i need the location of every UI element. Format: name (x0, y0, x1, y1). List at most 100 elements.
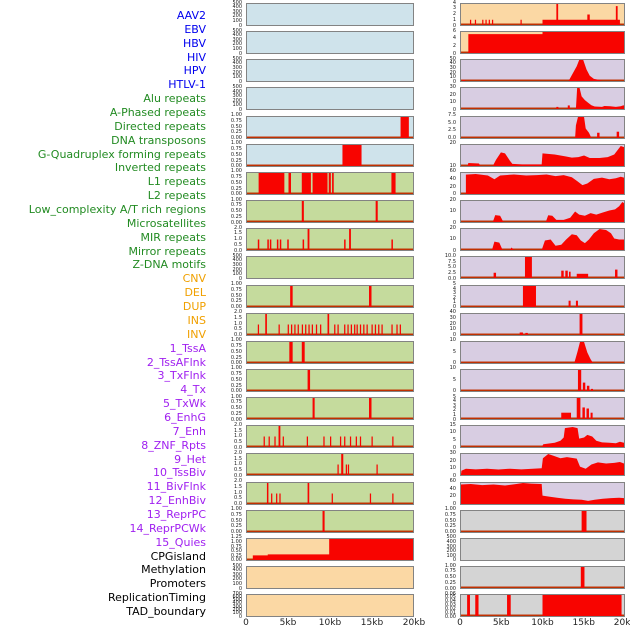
y-axis-DEL: 500 400 300 200 100 0 (220, 563, 244, 591)
y-tick-label: 400 (232, 60, 242, 67)
x-axis-tick-label: 0 (243, 618, 249, 628)
track-data-svg (461, 229, 624, 251)
y-tick-label: 30 (449, 449, 456, 456)
track-plot-2_TssAFlnk (460, 87, 625, 111)
track-plot-CNV (246, 537, 414, 561)
track-label-DUP: DUP (182, 300, 206, 314)
y-tick-label: 0.00 (444, 529, 456, 536)
y-tick-label: 0 (452, 360, 456, 367)
track-plot-TAD_boundary (460, 594, 625, 618)
track-data-svg (247, 60, 413, 81)
track-data-svg (247, 510, 413, 532)
y-tick-label: 10 (449, 337, 456, 344)
y-tick-label: 300 (232, 571, 242, 578)
track-label-CNV: CNV (182, 272, 206, 286)
track-plot-Mirror repeats (246, 481, 414, 505)
y-tick-label: 0 (238, 22, 242, 29)
y-tick-label: 0.25 (230, 157, 242, 164)
y-tick-label: 0.01 (444, 609, 456, 616)
y-tick-label: 0 (238, 106, 242, 113)
track-data-svg (247, 257, 413, 278)
y-tick-label: 0 (452, 388, 456, 395)
y-tick-label: 1.00 (230, 196, 242, 203)
track-data-svg (461, 202, 624, 223)
y-tick-label: 0.50 (444, 517, 456, 524)
y-tick-label: 1.00 (444, 506, 456, 513)
track-data-svg (461, 173, 624, 194)
x-axis-tick-label: 0 (457, 618, 463, 628)
y-tick-label: 0 (452, 472, 456, 479)
y-tick-label: 0.0 (234, 444, 242, 451)
y-axis-6_EnhG: 20 10 0 (434, 197, 458, 225)
y-tick-label: 0.5 (234, 326, 242, 333)
y-tick-label: 0.75 (230, 399, 242, 406)
y-axis-L2 repeats: 1.00 0.75 0.50 0.25 0.00 (220, 365, 244, 395)
track-label-INV: INV (187, 327, 206, 341)
y-axis-Alu repeats: 1.00 0.75 0.50 0.25 0.00 (220, 169, 244, 197)
y-tick-label: 0.75 (230, 371, 242, 378)
y-tick-label: 3 (452, 5, 456, 12)
y-tick-label: 300 (232, 603, 242, 610)
y-tick-label: 0.06 (444, 590, 456, 597)
track-label-Mirror repeats: Mirror repeats (128, 244, 207, 258)
track-label-12_EnhBiv: 12_EnhBiv (148, 494, 206, 508)
track-plot-INV (460, 31, 625, 55)
y-axis-HBV: 500 400 300 200 100 0 (220, 55, 244, 85)
track-label-Alu repeats: Alu repeats (143, 92, 206, 106)
track-data-svg (461, 285, 624, 307)
y-tick-label: 40 (449, 485, 456, 492)
y-tick-label: 500 (232, 27, 242, 34)
y-tick-label: 300 (232, 64, 242, 71)
track-label-13_ReprPC: 13_ReprPC (146, 507, 206, 521)
y-tick-label: 1 (452, 411, 456, 418)
track-plot-Alu repeats (246, 171, 414, 195)
y-tick-label: 400 (232, 600, 242, 607)
track-data-svg (247, 341, 413, 363)
x-axis-tick-label: 5kb (279, 618, 297, 628)
track-plot-9_Het (460, 284, 625, 308)
y-axis-L1 repeats: 1.00 0.75 0.50 0.25 0.00 (220, 338, 244, 366)
y-tick-label: 500 (232, 83, 242, 90)
y-axis-11_BivFlnk: 10 5 0 (434, 337, 458, 367)
y-tick-label: 500 (232, 597, 242, 604)
y-tick-label: 0.00 (230, 388, 242, 395)
y-tick-label: 5 (452, 348, 456, 355)
track-plot-1_TssA (460, 59, 625, 83)
y-tick-label: 1.00 (230, 365, 242, 372)
y-tick-label: 0.25 (230, 298, 242, 305)
track-plot-15_Quies (460, 453, 625, 477)
y-tick-label: 200 (232, 13, 242, 20)
y-axis-MIR repeats: 2.0 1.5 1.0 0.5 0.0 (220, 450, 244, 478)
track-data-svg (247, 116, 413, 138)
track-data-svg (247, 595, 413, 616)
y-tick-label: 60 (449, 478, 456, 485)
y-tick-label: 0.04 (444, 598, 456, 605)
y-tick-label: 0.25 (230, 410, 242, 417)
y-tick-label: 2.0 (234, 421, 242, 428)
y-tick-label: 0 (238, 78, 242, 85)
track-plot-5_TxWk (460, 171, 625, 195)
y-tick-label: 500 (232, 55, 242, 62)
y-tick-label: 5 (452, 393, 456, 400)
track-plot-DNA transposons (246, 256, 414, 280)
track-label-1_TssA: 1_TssA (169, 341, 206, 355)
y-tick-label: 0.75 (230, 174, 242, 181)
track-data-svg (247, 313, 413, 335)
y-tick-label: 0.5 (234, 467, 242, 474)
track-label-6_EnhG: 6_EnhG (164, 410, 206, 424)
y-tick-label: 0.50 (230, 123, 242, 130)
y-tick-label: 1.00 (230, 393, 242, 400)
y-tick-label: 2.5 (448, 270, 456, 277)
y-tick-label: 100 (232, 271, 242, 278)
y-tick-label: 0.0 (234, 501, 242, 508)
y-tick-label: 1.25 (230, 534, 242, 541)
track-label-Inverted repeats: Inverted repeats (114, 161, 206, 175)
y-tick-label: 3 (452, 290, 456, 297)
y-tick-label: 0.75 (230, 343, 242, 350)
track-plot-DEL (246, 566, 414, 589)
track-data-svg (461, 398, 624, 420)
track-plot-10_TssBiv (460, 312, 625, 336)
track-plot-Directed repeats (246, 228, 414, 252)
